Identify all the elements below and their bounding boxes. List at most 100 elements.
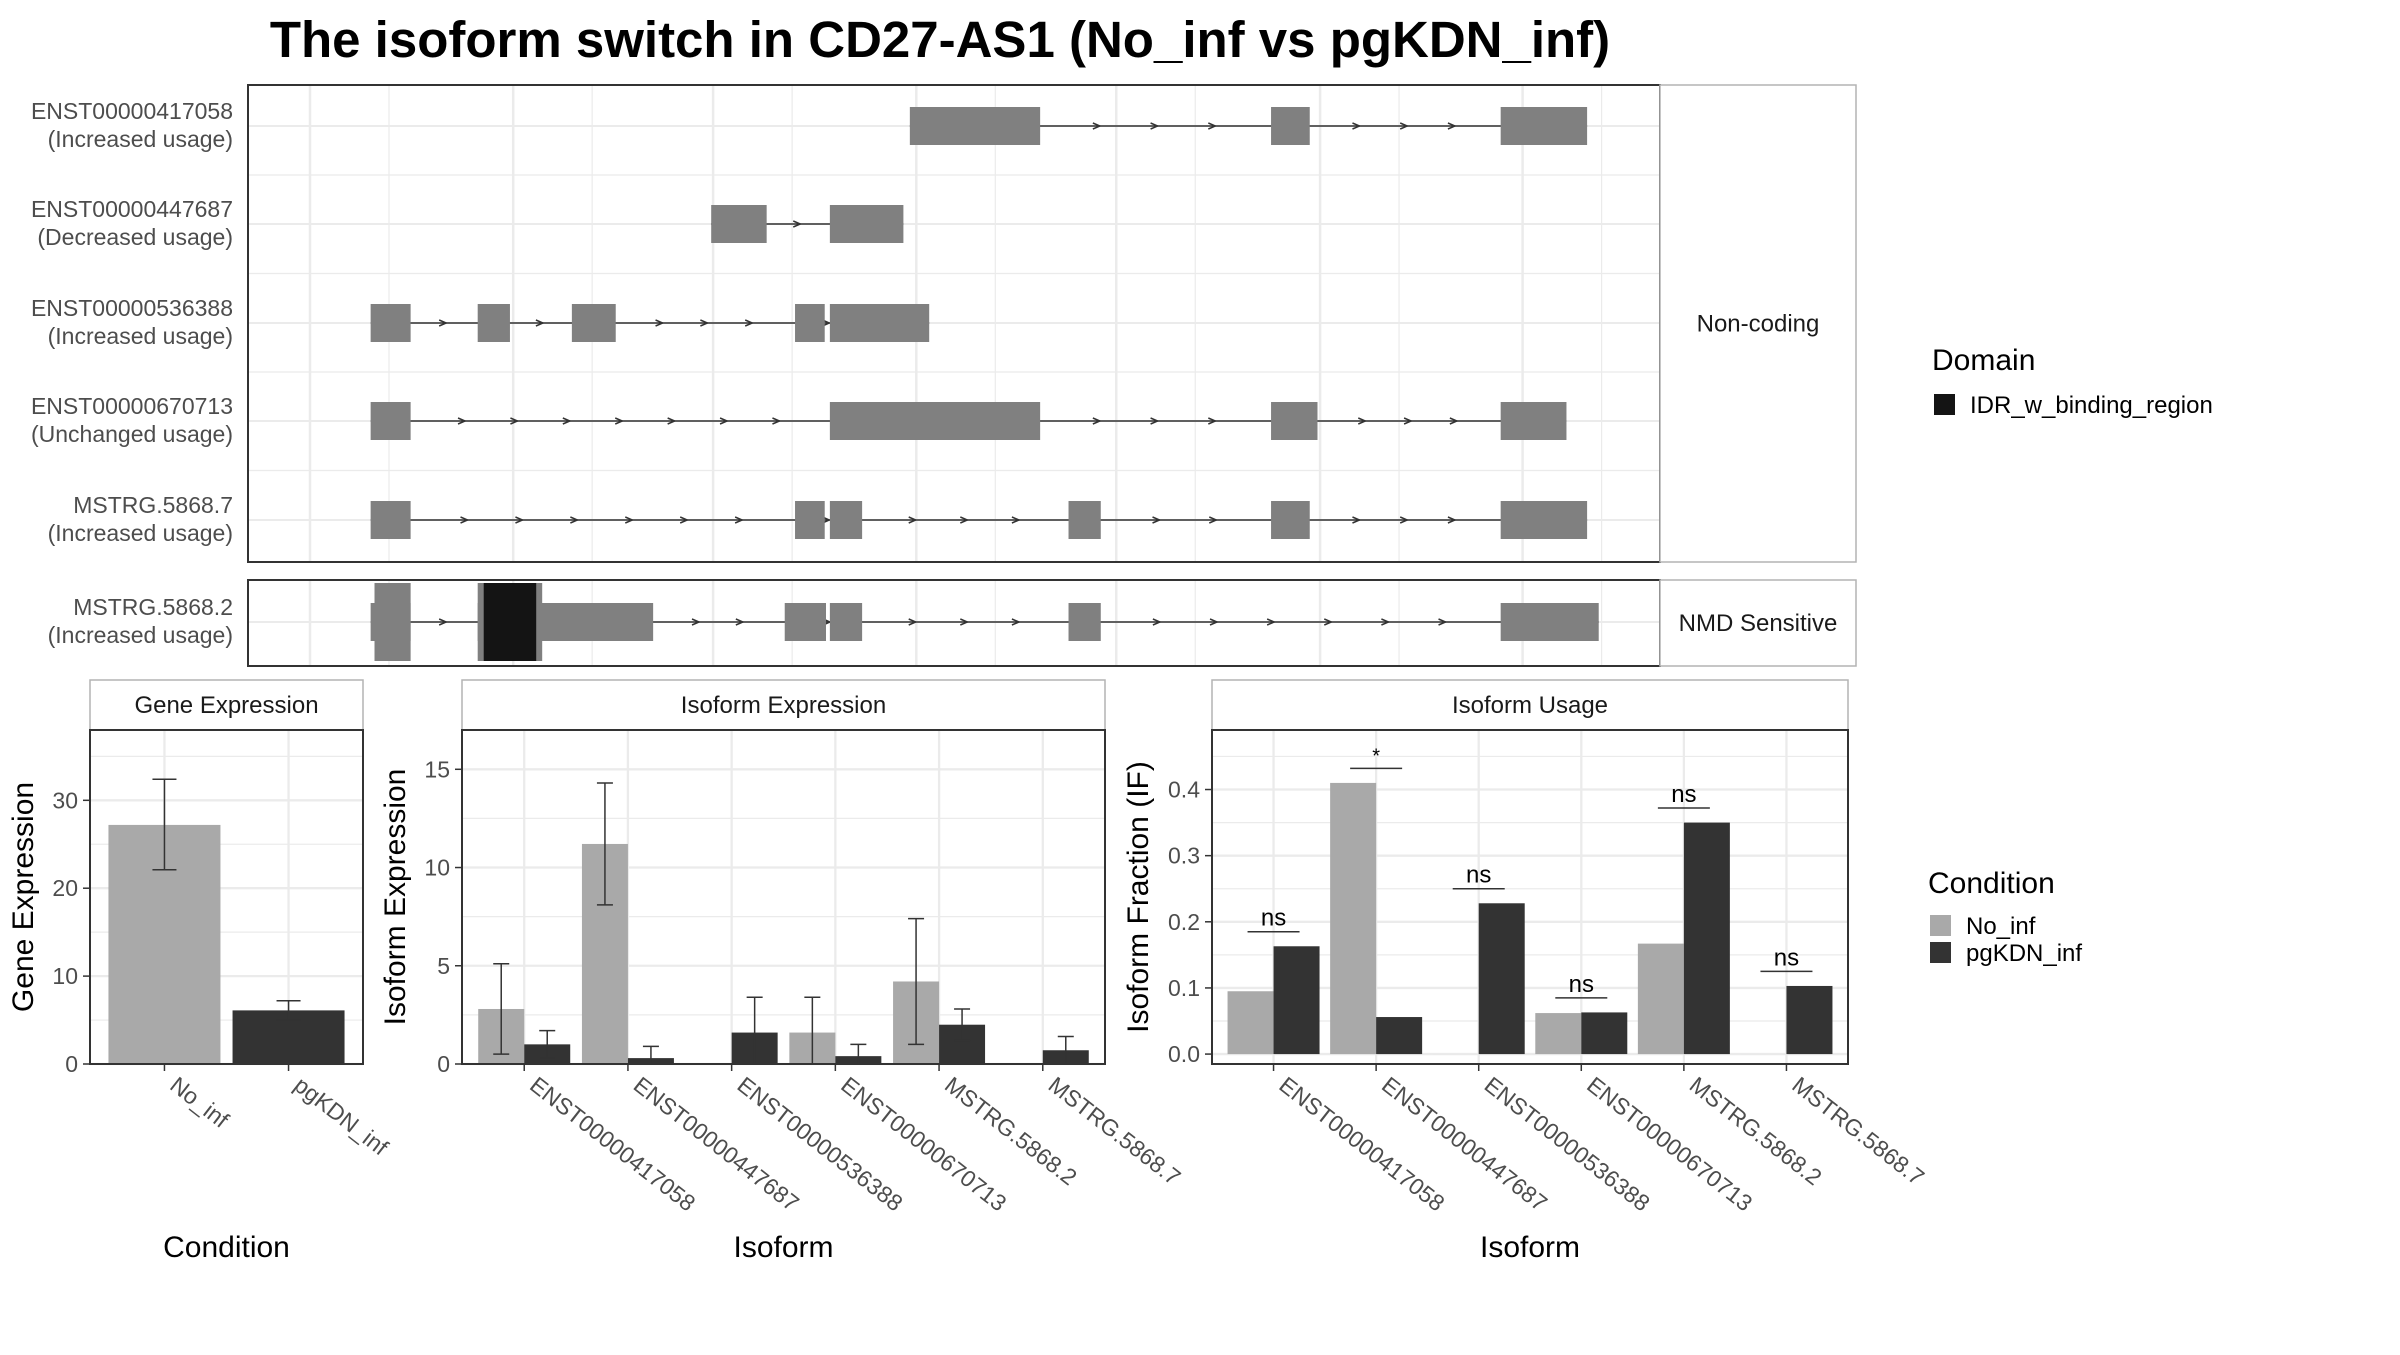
y-tick-label: 10	[52, 963, 78, 989]
exon	[1271, 402, 1317, 440]
bar-mstrg-5868-7-pgkdn-inf	[1786, 986, 1832, 1054]
y-tick-label: 15	[424, 756, 450, 782]
gene-expression-chart: Gene Expression 0 10 20 30 No_inf pgKDN_inf Con…	[7, 680, 394, 1264]
bar-enst00000447687-pgkdn-inf	[1376, 1017, 1422, 1054]
transcript-usage-enst00000447687: (Decreased usage)	[37, 224, 233, 250]
chart-strip-title: Isoform Expression	[681, 692, 886, 719]
y-tick-label: 30	[52, 787, 78, 813]
domain-legend: Domain IDR_w_binding_region	[1932, 344, 2213, 419]
transcript-usage-mstrg-5868-7: (Increased usage)	[48, 520, 233, 546]
condition-legend-label-no-inf: No_inf	[1966, 913, 2036, 940]
exon	[1069, 603, 1101, 641]
bar-enst00000417058-no-inf	[1228, 991, 1274, 1054]
exon	[830, 603, 862, 641]
transcript-usage-enst00000417058: (Increased usage)	[48, 126, 233, 152]
condition-legend-title: Condition	[1928, 867, 2055, 900]
transcript-panel-strip-label: Non-coding	[1697, 311, 1820, 338]
significance-label: ns	[1774, 944, 1799, 971]
exon	[1271, 501, 1310, 539]
transcript-label-mstrg-5868-2: MSTRG.5868.2	[73, 594, 233, 620]
exon	[1271, 107, 1310, 145]
transcript-label-enst00000536388: ENST00000536388	[31, 295, 233, 321]
exon	[711, 205, 766, 243]
x-axis-title: Condition	[163, 1231, 290, 1264]
transcript-label-enst00000447687: ENST00000447687	[31, 196, 233, 222]
condition-legend-key-pgkdn-inf	[1930, 942, 1951, 963]
exon	[1501, 107, 1587, 145]
significance-label: ns	[1466, 862, 1491, 889]
transcript-usage-enst00000670713: (Unchanged usage)	[31, 421, 233, 447]
domain-legend-label: IDR_w_binding_region	[1970, 392, 2213, 419]
chart-strip-title: Gene Expression	[134, 692, 318, 719]
y-axis-title: Gene Expression	[7, 782, 40, 1012]
figure-title: The isoform switch in CD27-AS1 (No_inf v…	[270, 11, 1610, 68]
x-axis-title: Isoform	[733, 1231, 833, 1264]
transcript-panel-nmd-sensitive: NMD Sensitive	[248, 580, 1856, 666]
y-tick-label: 0.0	[1168, 1041, 1200, 1067]
exon	[785, 603, 826, 641]
condition-legend: Condition No_inf pgKDN_inf	[1928, 867, 2082, 967]
bar-enst00000417058-pgkdn-inf	[1274, 946, 1320, 1054]
significance-label: ns	[1569, 971, 1594, 998]
x-tick-label: No_inf	[165, 1071, 234, 1133]
chart-strip-title: Isoform Usage	[1452, 692, 1608, 719]
significance-label: ns	[1671, 781, 1696, 808]
transcript-panel-strip-label: NMD Sensitive	[1679, 610, 1838, 637]
exon	[1501, 603, 1599, 641]
exon	[371, 402, 411, 440]
y-tick-label: 20	[52, 875, 78, 901]
y-tick-label: 0.1	[1168, 975, 1200, 1001]
significance-label: ns	[1261, 905, 1286, 932]
chart-panel-background	[462, 730, 1105, 1064]
isoform-usage-chart: Isoform Usage 0.0 0.1 0.2 0.3 0.4 ns * ns ns ns ns E…	[1122, 680, 1929, 1264]
x-tick-label: ENST00000447687	[1377, 1071, 1552, 1216]
x-tick-label: ENST00000417058	[1274, 1071, 1449, 1216]
bar-enst00000447687-no-inf	[1330, 783, 1376, 1054]
transcript-usage-mstrg-5868-2: (Increased usage)	[48, 622, 233, 648]
x-tick-label: ENST00000536388	[1480, 1071, 1655, 1216]
exon	[371, 304, 411, 342]
y-tick-label: 0.2	[1168, 909, 1200, 935]
exon	[795, 501, 825, 539]
domain-idr-w-binding-region	[381, 583, 405, 661]
domain-legend-title: Domain	[1932, 344, 2035, 377]
bar-enst00000670713-no-inf	[1535, 1013, 1581, 1054]
bar-mstrg-5868-2-pgkdn-inf	[1684, 823, 1730, 1054]
condition-legend-key-no-inf	[1930, 915, 1951, 936]
exon	[830, 402, 1040, 440]
x-axis-title: Isoform	[1480, 1231, 1580, 1264]
isoform-expression-chart: Isoform Expression051015ENST00000417058E…	[379, 680, 1186, 1264]
y-tick-label: 0.3	[1168, 843, 1200, 869]
y-tick-label: 10	[424, 855, 450, 881]
exon	[478, 304, 510, 342]
transcript-label-mstrg-5868-7: MSTRG.5868.7	[73, 492, 233, 518]
domain-idr-w-binding-region	[484, 583, 537, 661]
y-axis-title: Isoform Expression	[379, 769, 412, 1026]
x-tick-label: pgKDN_inf	[289, 1071, 393, 1160]
exon	[371, 501, 411, 539]
exon	[1501, 402, 1567, 440]
significance-label: *	[1372, 745, 1380, 767]
exon	[1069, 501, 1101, 539]
exon	[572, 304, 616, 342]
condition-legend-label-pgkdn-inf: pgKDN_inf	[1966, 940, 2082, 967]
exon	[910, 107, 1040, 145]
exon	[830, 501, 862, 539]
y-axis-title: Isoform Fraction (IF)	[1122, 761, 1155, 1033]
y-tick-label: 5	[437, 953, 450, 979]
y-tick-label: 0	[437, 1051, 450, 1077]
exon	[1501, 501, 1587, 539]
bar-enst00000536388-pgkdn-inf	[1479, 903, 1525, 1054]
exon	[830, 205, 904, 243]
x-tick-label: ENST00000670713	[1582, 1071, 1757, 1216]
domain-legend-key	[1934, 394, 1955, 415]
y-tick-label: 0.4	[1168, 777, 1200, 803]
transcript-usage-enst00000536388: (Increased usage)	[48, 323, 233, 349]
y-tick-label: 0	[65, 1051, 78, 1077]
transcript-label-enst00000670713: ENST00000670713	[31, 393, 233, 419]
bar-mstrg-5868-2-no-inf	[1638, 944, 1684, 1054]
transcript-panel-non-coding: Non-coding	[248, 85, 1856, 562]
